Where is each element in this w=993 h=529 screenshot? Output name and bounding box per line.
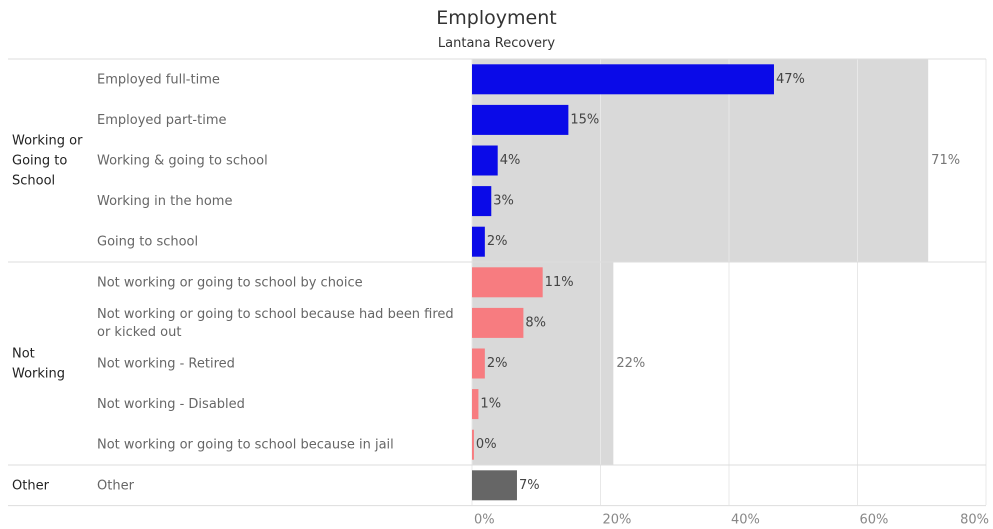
category-label: Employed part-time — [97, 112, 227, 127]
category-label: Working & going to school — [97, 153, 268, 168]
value-label: 7% — [519, 478, 540, 493]
category-label: Not working - Disabled — [97, 397, 245, 412]
category-label: Other — [97, 478, 135, 493]
value-label: 1% — [480, 397, 501, 412]
data-bar — [472, 267, 543, 298]
x-tick-label: 80% — [960, 513, 989, 528]
group-total-label: 22% — [616, 356, 645, 371]
category-label: Working in the home — [97, 194, 232, 209]
value-label: 15% — [570, 112, 599, 127]
data-bar — [472, 307, 524, 338]
value-label: 47% — [776, 72, 805, 87]
group-total-label: 71% — [931, 153, 960, 168]
value-label: 2% — [487, 356, 508, 371]
x-tick-label: 20% — [603, 513, 632, 528]
x-tick-label: 0% — [474, 513, 495, 528]
data-bar — [472, 226, 485, 257]
group-label: Not Working — [12, 346, 65, 381]
value-label: 2% — [487, 234, 508, 249]
value-label: 4% — [500, 153, 521, 168]
data-bar — [472, 470, 517, 501]
data-bar — [472, 348, 485, 379]
value-label: 8% — [525, 315, 546, 330]
data-bar — [472, 145, 498, 176]
x-tick-label: 60% — [860, 513, 889, 528]
data-bar — [472, 186, 492, 217]
value-label: 3% — [493, 194, 514, 209]
category-label: Going to school — [97, 234, 198, 249]
data-bar — [472, 429, 474, 460]
group-label: Other — [12, 478, 50, 493]
data-bar — [472, 389, 479, 420]
value-label: 0% — [476, 437, 497, 452]
data-bar — [472, 64, 774, 95]
category-label: Not working - Retired — [97, 356, 235, 371]
chart-title: Employment — [436, 7, 557, 29]
data-bar — [472, 104, 569, 135]
value-label: 11% — [545, 275, 574, 290]
chart-subtitle: Lantana Recovery — [437, 36, 556, 51]
category-label: Not working or going to school by choice — [97, 275, 363, 290]
category-label: Not working or going to school because i… — [97, 437, 394, 452]
category-label: Employed full-time — [97, 72, 220, 87]
category-label: Not working or going to school because h… — [97, 306, 454, 339]
group-label: Working or Going to School — [12, 133, 83, 188]
x-tick-label: 40% — [731, 513, 760, 528]
